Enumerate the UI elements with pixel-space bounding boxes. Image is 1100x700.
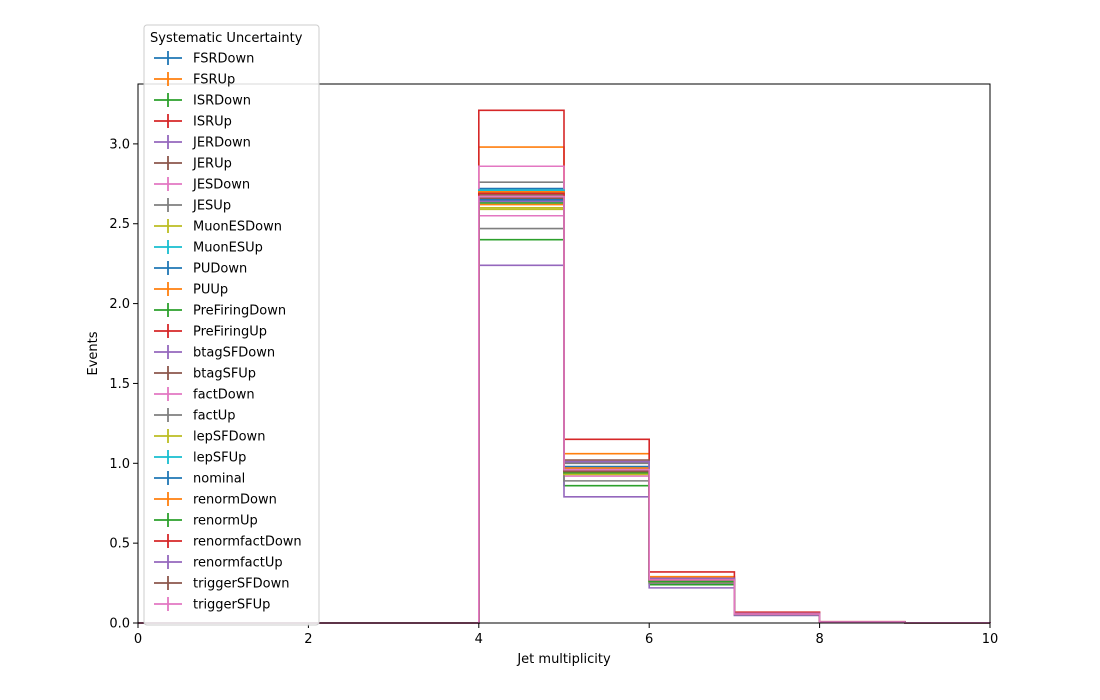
x-tick-label: 0 [134,632,142,647]
legend-item-PUUp: PUUp [154,282,228,298]
legend-item-factDown: factDown [154,387,255,403]
axes-frame [137,83,991,624]
legend-label: PUDown [193,262,247,277]
y-tick-label: 3.0 [109,137,130,152]
legend-item-btagSFUp: btagSFUp [154,366,256,382]
legend-item-JERUp: JERUp [154,156,232,172]
legend-item-renormDown: renormDown [154,492,277,508]
x-tick-label: 10 [982,632,999,647]
legend-label: FSRDown [193,52,254,67]
legend-item-MuonESDown: MuonESDown [154,219,282,235]
legend-item-MuonESUp: MuonESUp [154,240,263,256]
legend-label: FSRUp [193,73,235,88]
legend-box [143,24,320,626]
legend-item-FSRDown: FSRDown [154,51,254,67]
legend-label: JERUp [192,157,232,172]
legend-items: FSRDown FSRUp ISRDown ISRUp JERDown JERUp JESD… [154,51,302,613]
legend-item-renormfactDown: renormfactDown [154,534,302,550]
legend-label: lepSFDown [193,430,265,445]
legend-label: JERDown [192,136,251,151]
legend-item-JERDown: JERDown [154,135,251,151]
legend-label: renormDown [193,493,277,508]
legend-item-btagSFDown: btagSFDown [154,345,275,361]
legend-item-factUp: factUp [154,408,236,424]
y-axis: 0.0 0.5 1.0 1.5 2.0 2.5 3.0 [109,137,138,632]
legend-title: Systematic Uncertainty [150,31,303,46]
legend-label: renormUp [193,514,258,529]
legend-item-nominal: nominal [154,471,245,487]
legend-item-JESDown: JESDown [154,177,250,193]
legend-item-triggerSFUp: triggerSFUp [154,597,270,613]
legend-item-JESUp: JESUp [154,198,231,214]
legend-item-lepSFDown: lepSFDown [154,429,265,445]
legend-item-triggerSFDown: triggerSFDown [154,576,289,592]
legend-label: btagSFUp [193,367,256,382]
legend-label: ISRDown [193,94,251,109]
y-tick-label: 1.0 [109,457,130,472]
legend-item-renormUp: renormUp [154,513,258,529]
y-tick-label: 0.5 [109,537,130,552]
legend: Systematic Uncertainty FSRDown FSRUp ISRDo… [143,24,320,626]
legend-label: renormfactDown [193,535,302,550]
legend-item-ISRDown: ISRDown [154,93,251,109]
x-tick-label: 4 [475,632,483,647]
legend-label: PUUp [193,283,228,298]
legend-label: triggerSFUp [193,598,270,613]
legend-label: MuonESUp [193,241,263,256]
legend-item-PUDown: PUDown [154,261,247,277]
legend-label: btagSFDown [193,346,275,361]
legend-label: lepSFUp [193,451,246,466]
legend-item-renormfactUp: renormfactUp [154,555,283,571]
legend-label: factDown [193,388,255,403]
legend-item-lepSFUp: lepSFUp [154,450,246,466]
x-axis: 0 2 4 6 8 10 [134,623,998,647]
legend-label: renormfactUp [193,556,283,571]
legend-item-PreFiringUp: PreFiringUp [154,324,267,340]
y-tick-label: 0.0 [109,617,130,632]
x-axis-label: Jet multiplicity [516,652,611,667]
legend-label: JESUp [192,199,231,214]
legend-label: triggerSFDown [193,577,289,592]
legend-label: PreFiringUp [193,325,267,340]
legend-label: nominal [193,472,245,487]
legend-label: ISRUp [193,115,232,130]
legend-label: factUp [193,409,236,424]
legend-item-PreFiringDown: PreFiringDown [154,303,286,319]
legend-label: MuonESDown [193,220,282,235]
legend-label: JESDown [192,178,250,193]
legend-label: PreFiringDown [193,304,286,319]
y-axis-label: Events [86,331,101,375]
x-tick-label: 2 [304,632,312,647]
legend-item-ISRUp: ISRUp [154,114,232,130]
y-tick-label: 1.5 [109,377,130,392]
legend-item-FSRUp: FSRUp [154,72,235,88]
y-tick-label: 2.0 [109,297,130,312]
x-tick-label: 8 [815,632,823,647]
y-tick-label: 2.5 [109,217,130,232]
x-tick-label: 6 [645,632,653,647]
